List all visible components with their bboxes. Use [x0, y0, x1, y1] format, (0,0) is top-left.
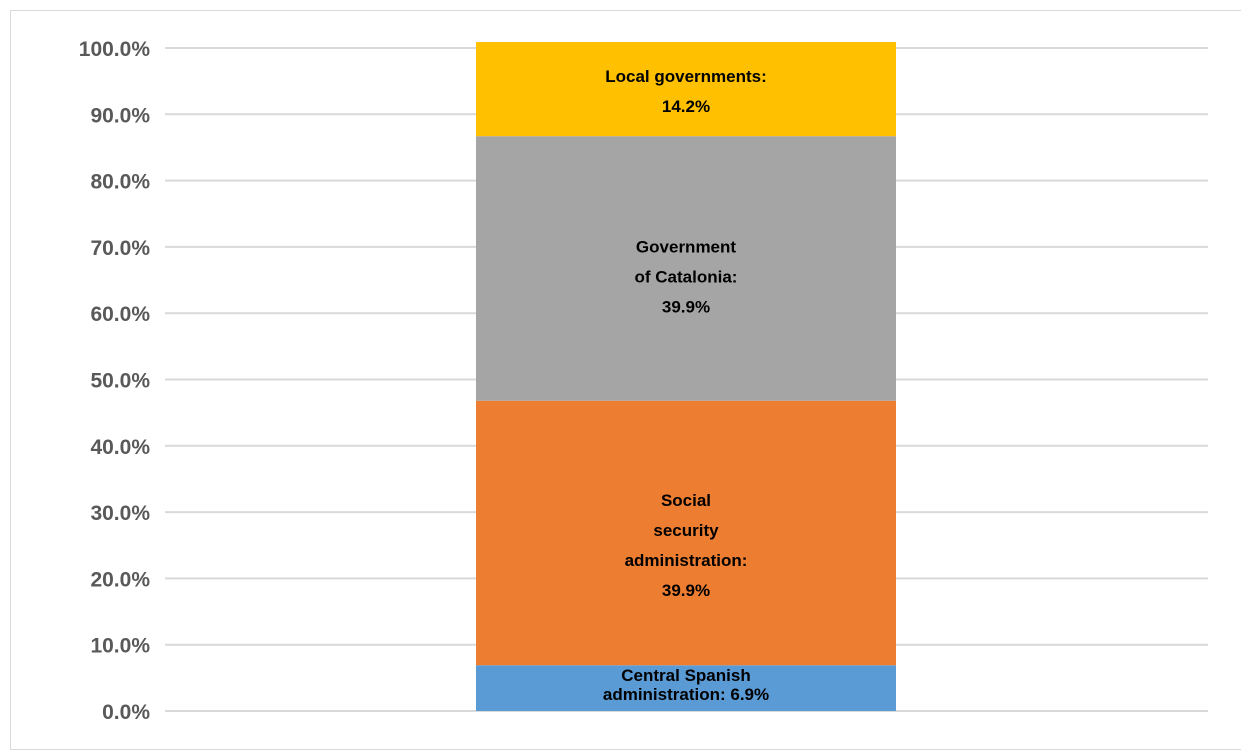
- segment-label-line: Local governments:: [605, 67, 767, 86]
- segment-label-line: administration:: [625, 551, 748, 570]
- y-tick-label: 50.0%: [90, 370, 150, 393]
- y-tick-label: 70.0%: [90, 237, 150, 260]
- y-tick-label: 10.0%: [90, 635, 150, 658]
- y-tick-label: 0.0%: [102, 701, 150, 724]
- segment-label-line: Government: [636, 237, 736, 256]
- bar-segment: [476, 665, 896, 711]
- segment-label-line: Central Spanish: [621, 666, 750, 685]
- y-tick-label: 100.0%: [79, 38, 151, 61]
- y-tick-label: 40.0%: [90, 436, 150, 459]
- segment-label-line: 39.9%: [662, 297, 710, 316]
- segment-label: Social security administration: 39.9%: [625, 491, 748, 600]
- segment-label-line: administration: 6.9%: [603, 685, 769, 704]
- segment-label: Government of Catalonia: 39.9%: [635, 237, 738, 316]
- bar-segment: [476, 136, 896, 401]
- bar-segment: [476, 42, 896, 137]
- y-tick-label: 80.0%: [90, 171, 150, 194]
- segment-label-line: 14.2%: [662, 97, 710, 116]
- y-tick-label: 20.0%: [90, 568, 150, 591]
- segment-label-line: of Catalonia:: [635, 267, 738, 286]
- y-tick-label: 90.0%: [90, 104, 150, 127]
- y-tick-label: 30.0%: [90, 502, 150, 525]
- segment-label-line: Social: [661, 491, 711, 510]
- y-tick-label: 60.0%: [90, 303, 150, 326]
- segment-label-line: security: [653, 521, 719, 540]
- bar-segment: [476, 400, 896, 666]
- segment-label-line: 39.9%: [662, 581, 710, 600]
- segment-label: Local governments: 14.2%: [605, 67, 767, 116]
